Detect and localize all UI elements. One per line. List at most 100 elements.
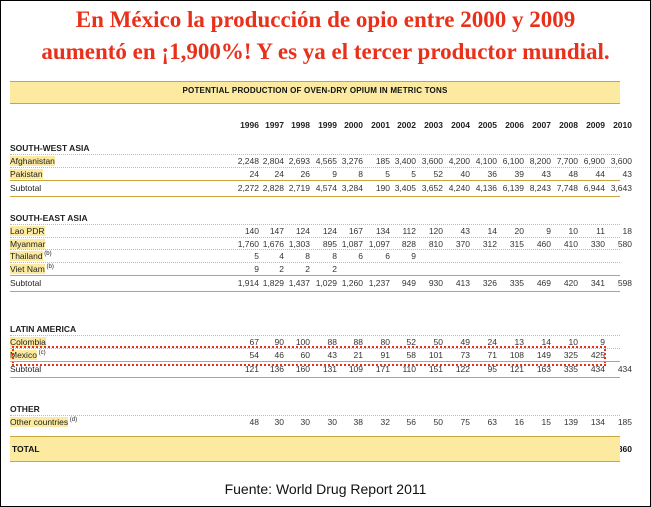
table-cell: 100 xyxy=(295,337,310,347)
total-cell: 4,860 xyxy=(610,444,632,454)
subtotal-cell: 2,719 xyxy=(288,183,310,193)
subtotal-cell: 598 xyxy=(617,278,632,288)
year-header: 2007 xyxy=(532,120,551,130)
table-cell: 112 xyxy=(402,226,416,236)
row-label: Afghanistan xyxy=(10,156,112,166)
subtotal-cell: 190 xyxy=(375,183,390,193)
subtotal-cell: 4,240 xyxy=(448,183,470,193)
row-label: Thailand (b) xyxy=(10,251,112,261)
table-cell: 425 xyxy=(590,349,605,360)
table-cell: 185 xyxy=(375,156,390,166)
table-cell: 370 xyxy=(455,238,470,249)
table-cell: 410 xyxy=(563,238,578,249)
table-cell: 90 xyxy=(274,337,284,347)
table-title: POTENTIAL PRODUCTION OF OVEN-DRY OPIUM I… xyxy=(182,86,448,95)
table-cell: 460 xyxy=(536,238,551,249)
table-cell: 8,200 xyxy=(529,156,551,166)
table-cell: 30 xyxy=(300,417,310,427)
table-cell: 9 xyxy=(600,337,605,347)
table-cell: 32 xyxy=(380,417,390,427)
table-cell: 10 xyxy=(568,226,578,236)
subtotal-cell: 171 xyxy=(375,364,390,374)
table-cell: 1,760 xyxy=(237,238,259,249)
table-cell: 5 xyxy=(411,168,416,179)
year-header: 2006 xyxy=(505,120,524,130)
year-header: 2010 xyxy=(613,120,632,130)
country-name: Thailand xyxy=(10,251,43,261)
subtotal-cell: 335 xyxy=(509,278,524,288)
table-cell: 10 xyxy=(568,337,578,347)
year-header: 2008 xyxy=(559,120,578,130)
table-cell: 43 xyxy=(327,349,337,360)
subtotal-cell: 930 xyxy=(428,278,443,288)
table-cell: 9 xyxy=(411,251,416,261)
table-cell: 43 xyxy=(460,226,470,236)
table-cell: 56 xyxy=(406,417,416,427)
table-cell: 1,676 xyxy=(262,238,284,249)
subtotal-cell: 110 xyxy=(402,364,416,374)
subtotal-cell: 341 xyxy=(590,278,605,288)
table-cell: 63 xyxy=(487,417,497,427)
table-cell: 1,303 xyxy=(288,238,310,249)
table-cell: 48 xyxy=(568,168,578,179)
table-cell: 20 xyxy=(514,226,524,236)
row-label: Colombia xyxy=(10,337,112,347)
subtotal-cell: 949 xyxy=(401,278,416,288)
table-cell: 6,100 xyxy=(502,156,524,166)
table-cell: 325 xyxy=(563,349,578,360)
table-cell: 2 xyxy=(332,263,337,274)
table-cell: 5 xyxy=(385,168,390,179)
table-cell: 3,276 xyxy=(341,156,363,166)
table-cell: 828 xyxy=(401,238,416,249)
source-caption: Fuente: World Drug Report 2011 xyxy=(224,481,427,497)
year-header: 2004 xyxy=(451,120,470,130)
table-cell: 134 xyxy=(590,417,605,427)
row-label: Viet Nam (b) xyxy=(10,263,112,274)
table-cell: 30 xyxy=(327,417,337,427)
subtotal-cell: 1,029 xyxy=(315,278,337,288)
table-cell: 9 xyxy=(332,168,337,179)
table-cell: 88 xyxy=(327,337,337,347)
year-header: 2005 xyxy=(478,120,497,130)
row-divider xyxy=(10,154,620,155)
table-cell: 91 xyxy=(380,349,390,360)
table-cell: 58 xyxy=(406,349,416,360)
subtotal-label: Subtotal xyxy=(10,278,42,288)
table-title-banner: POTENTIAL PRODUCTION OF OVEN-DRY OPIUM I… xyxy=(10,81,620,104)
table-cell: 21 xyxy=(353,349,363,360)
table-cell: 3,400 xyxy=(394,156,416,166)
row-divider xyxy=(10,224,620,225)
subtotal-cell: 2,828 xyxy=(262,183,284,193)
subtotal-cell: 1,260 xyxy=(341,278,363,288)
table-cell: 9 xyxy=(254,263,259,274)
table-cell: 330 xyxy=(590,238,605,249)
table-cell: 49 xyxy=(460,337,470,347)
table-cell: 38 xyxy=(353,417,363,427)
subtotal-cell: 95 xyxy=(487,364,497,374)
table-cell: 36 xyxy=(487,168,497,179)
row-divider xyxy=(10,166,620,168)
table-cell: 108 xyxy=(509,349,524,360)
table-cell: 312 xyxy=(482,238,497,249)
subtotal-cell: 420 xyxy=(563,278,578,288)
table-cell: 50 xyxy=(433,337,443,347)
table-cell: 147 xyxy=(269,226,284,236)
table-cell: 5 xyxy=(254,251,259,261)
subtotal-cell: 413 xyxy=(455,278,470,288)
section-heading: SOUTH-WEST ASIA xyxy=(10,143,90,153)
table-cell: 40 xyxy=(460,168,470,179)
subtotal-cell: 121 xyxy=(509,364,524,374)
subtotal-cell: 1,829 xyxy=(262,278,284,288)
country-name: Lao PDR xyxy=(10,226,45,236)
table-cell: 134 xyxy=(375,226,390,236)
subtotal-cell: 434 xyxy=(590,364,605,374)
subtotal-cell: 160 xyxy=(295,364,310,374)
subtotal-cell: 6,139 xyxy=(502,183,524,193)
subtotal-cell: 469 xyxy=(536,278,551,288)
table-cell: 43 xyxy=(541,168,551,179)
row-divider xyxy=(10,249,620,250)
subtotal-cell: 8,243 xyxy=(529,183,551,193)
table-cell: 810 xyxy=(428,238,443,249)
subtotal-cell: 136 xyxy=(269,364,284,374)
country-name: Mexico xyxy=(10,349,37,360)
